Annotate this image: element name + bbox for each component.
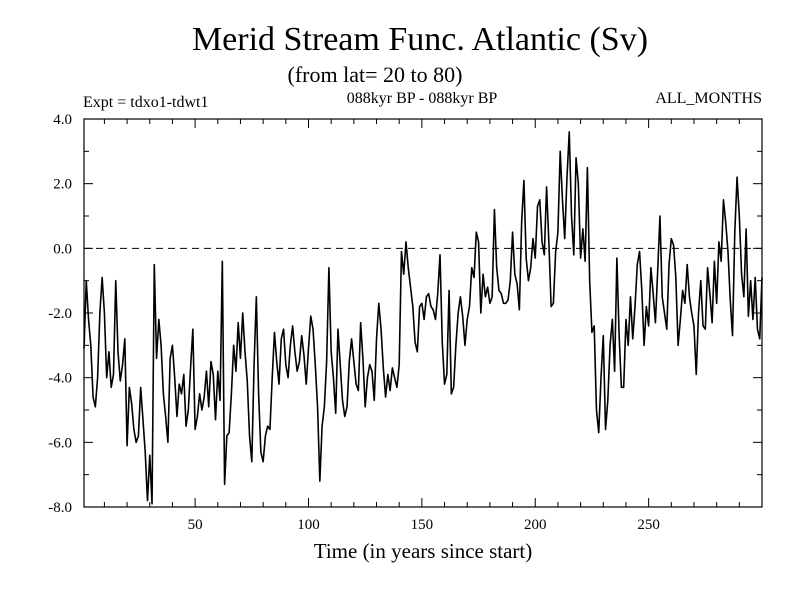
x-tick-label: 250 bbox=[637, 517, 660, 533]
x-tick-label: 100 bbox=[297, 517, 320, 533]
y-tick-label: 4.0 bbox=[53, 112, 72, 128]
x-axis-ticks bbox=[103, 119, 763, 507]
experiment-label: Expt = tdxo1-tdwt1 bbox=[83, 94, 208, 111]
y-tick-label: -6.0 bbox=[48, 435, 72, 451]
y-tick-label: 2.0 bbox=[53, 177, 72, 193]
x-axis-label: Time (in years since start) bbox=[314, 539, 533, 563]
y-tick-label: -4.0 bbox=[48, 371, 72, 387]
plot-frame bbox=[83, 118, 763, 508]
months-label: ALL_MONTHS bbox=[655, 90, 762, 107]
y-axis-tick-labels: -8.0 -6.0 -4.0 -2.0 0.0 2.0 4.0 bbox=[48, 112, 72, 516]
x-tick-label: 50 bbox=[188, 517, 203, 533]
period-label: 088kyr BP - 088kyr BP bbox=[347, 90, 498, 107]
chart-subtitle: (from lat= 20 to 80) bbox=[288, 62, 463, 87]
y-tick-label: -8.0 bbox=[48, 500, 72, 516]
x-tick-label: 150 bbox=[411, 517, 434, 533]
x-tick-label: 200 bbox=[524, 517, 547, 533]
series-line bbox=[83, 131, 763, 505]
chart-title: Merid Stream Func. Atlantic (Sv) bbox=[192, 21, 648, 58]
y-tick-label: 0.0 bbox=[53, 241, 72, 257]
x-axis-tick-labels: 50 100 150 200 250 bbox=[188, 517, 660, 533]
y-tick-label: -2.0 bbox=[48, 306, 72, 322]
